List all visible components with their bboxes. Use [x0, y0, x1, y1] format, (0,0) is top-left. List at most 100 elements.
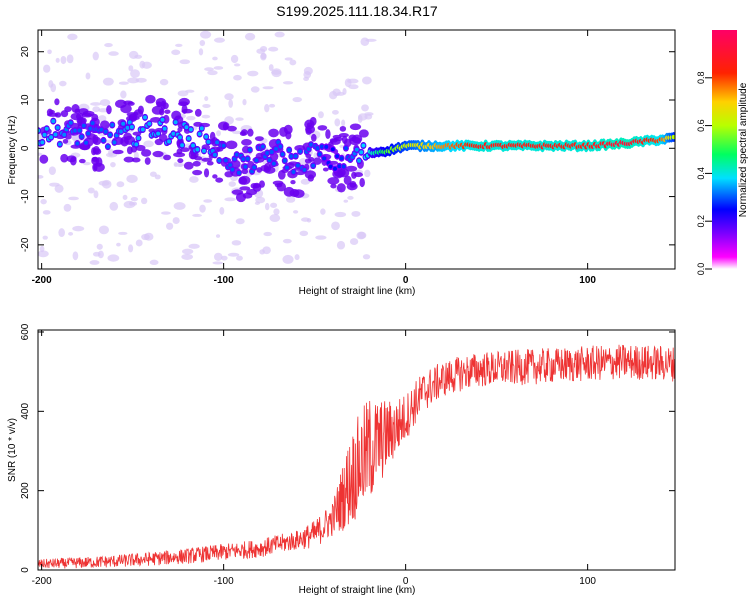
- spectrum-cell: [67, 33, 78, 41]
- spectrum-cell: [317, 152, 322, 157]
- spectrum-cell: [215, 140, 220, 145]
- spectrum-cell: [214, 252, 223, 261]
- spectrum-cell: [77, 128, 82, 133]
- spectrum-cell: [232, 156, 237, 161]
- spectrum-cell: [290, 179, 296, 185]
- spectrum-cell: [159, 78, 169, 86]
- spectrum-cell: [264, 202, 270, 211]
- spectrum-cell: [162, 102, 169, 110]
- spectrum-cell: [75, 141, 80, 146]
- spectrum-cell: [44, 126, 49, 131]
- spectrum-cell: [364, 169, 371, 178]
- snr-y-tick-label: 600: [20, 323, 31, 340]
- spectrum-cell: [194, 108, 202, 117]
- spectrum-cell: [135, 77, 147, 83]
- spectrum-cell: [247, 128, 254, 137]
- spectrum-cell: [144, 157, 151, 165]
- spectrum-cell: [341, 119, 346, 127]
- spectrum-cell: [212, 56, 218, 61]
- spectrum-cell: [108, 132, 113, 137]
- spectrum-cell: [306, 218, 312, 223]
- spectrum-cell: [247, 147, 252, 152]
- spectrum-cell: [212, 152, 217, 157]
- spectrum-cell: [104, 42, 113, 48]
- spectrum-cell: [262, 86, 274, 90]
- spectrum-cell: [68, 231, 74, 236]
- spectrogram-y-tick-label: 20: [20, 46, 31, 58]
- spectrum-cell: [132, 111, 139, 116]
- spectrum-cell: [265, 151, 270, 156]
- spectrum-cell: [346, 182, 358, 191]
- spectrum-cell: [247, 70, 259, 77]
- spectrum-cell: [349, 238, 359, 245]
- spectrum-cell: [38, 175, 44, 179]
- spectrum-cell: [40, 199, 47, 205]
- spectrum-cell: [181, 253, 194, 260]
- spectrum-cell: [236, 255, 243, 261]
- colorbar: 0.0 0.2 0.4 0.6 0.8 Normalized spectral ampl…: [696, 30, 749, 275]
- spectrum-cell: [85, 72, 91, 80]
- spectrum-cell: [302, 167, 307, 172]
- spectrum-cell: [284, 165, 289, 170]
- spectrum-cell: [127, 101, 135, 106]
- spectrum-cell: [362, 254, 371, 260]
- spectrum-cell: [120, 136, 129, 147]
- spectrum-cell: [60, 55, 67, 65]
- spectrogram-frame: [37, 29, 676, 270]
- colorbar-tick-label: 0.0: [696, 263, 706, 276]
- spectrum-cell: [184, 125, 189, 130]
- spectrum-cell: [360, 37, 370, 46]
- spectrum-cell: [48, 166, 56, 175]
- spectrum-cell: [110, 122, 115, 127]
- spectrum-cell: [213, 66, 224, 70]
- spectrum-cell: [62, 132, 67, 137]
- spectrum-cell: [212, 261, 224, 265]
- spectrum-cell: [292, 96, 303, 103]
- spectrum-cell: [192, 213, 203, 217]
- spectrogram-x-tick-label: -100: [214, 275, 234, 286]
- spectrum-cell: [250, 86, 260, 93]
- spectrum-cell: [230, 167, 235, 172]
- spectrum-cell: [173, 152, 186, 158]
- spectrum-cell: [64, 106, 72, 113]
- spectrum-cell: [334, 211, 347, 218]
- snr-panel: -200 -100 0 100 0 200 400 600 Height of straig…: [7, 323, 676, 596]
- spectrum-cell: [54, 184, 64, 193]
- spectrum-cell: [219, 207, 225, 215]
- spectrum-cell: [71, 104, 80, 113]
- spectrum-cell: [289, 154, 294, 159]
- spectrum-cell: [267, 158, 272, 163]
- spectrum-cell: [242, 98, 247, 106]
- spectrum-cell: [54, 98, 60, 106]
- spectrum-cell: [227, 252, 240, 257]
- spectrum-cell: [339, 156, 344, 161]
- spectrum-cell: [279, 126, 288, 137]
- spectrum-cell: [228, 181, 237, 187]
- spectrum-cell: [215, 234, 221, 238]
- spectrum-cell: [42, 210, 51, 215]
- spectrum-cell: [274, 183, 283, 188]
- spectrum-cell: [192, 160, 201, 167]
- spectrum-cell: [43, 64, 51, 73]
- spectrum-cell: [188, 243, 200, 249]
- spectrum-cell: [239, 131, 247, 137]
- spectrum-cell: [92, 136, 102, 146]
- snr-y-tick-label: 0: [20, 567, 31, 573]
- spectrum-cell: [241, 168, 249, 175]
- spectrum-cell: [201, 148, 206, 153]
- spectrum-cell: [283, 186, 295, 197]
- spectrum-cell: [311, 133, 317, 142]
- spectrum-cell: [235, 218, 245, 225]
- spectrum-cell: [317, 125, 328, 131]
- spectrum-cell: [140, 197, 148, 205]
- spectrum-cell: [235, 117, 244, 121]
- spectrum-cell: [252, 165, 257, 170]
- spectrum-cell: [76, 112, 84, 121]
- spectrum-cell: [60, 110, 69, 118]
- spectrum-cell: [134, 142, 139, 147]
- spectrum-cell: [204, 134, 209, 139]
- spectrum-cell: [107, 254, 120, 262]
- spectrum-cell: [122, 194, 128, 200]
- spectrum-cell: [162, 126, 167, 131]
- spectrum-cell: [68, 196, 79, 201]
